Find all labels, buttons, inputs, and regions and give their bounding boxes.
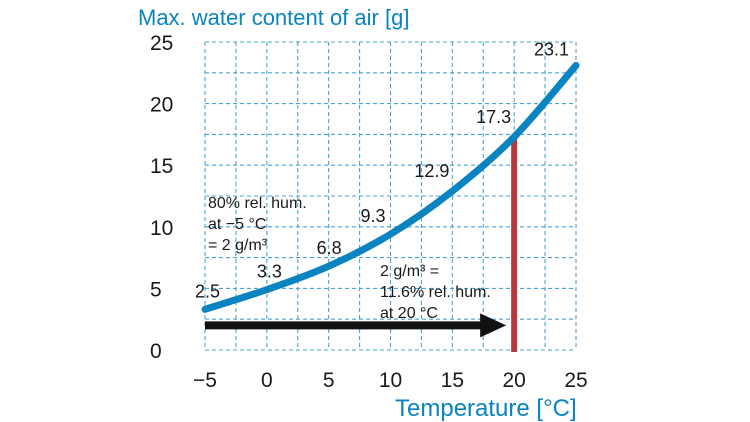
data-label: 3.3 bbox=[257, 262, 282, 282]
x-tick-label: 0 bbox=[261, 369, 273, 392]
right-annotation-line-2: 11.6% rel. hum. bbox=[380, 284, 491, 301]
y-tick-label: 15 bbox=[150, 155, 173, 178]
y-tick-label: 25 bbox=[150, 32, 173, 55]
data-label: 17.3 bbox=[476, 107, 511, 127]
y-tick-label: 0 bbox=[150, 340, 162, 363]
chart-labels: 2.5 3.3 6.8 9.3 12.9 17.3 23.1 bbox=[195, 39, 569, 301]
data-label: 23.1 bbox=[534, 39, 569, 59]
chart-title: Max. water content of air [g] bbox=[138, 5, 409, 30]
x-tick-label: 15 bbox=[441, 369, 464, 392]
right-annotation-line-1: 2 g/m³ = bbox=[380, 263, 439, 280]
y-tick-label: 5 bbox=[150, 278, 162, 301]
data-label: 6.8 bbox=[317, 238, 342, 258]
data-label: 12.9 bbox=[414, 161, 449, 181]
x-tick-label: 10 bbox=[379, 369, 402, 392]
right-annotation: 2 g/m³ = 11.6% rel. hum. at 20 °C bbox=[380, 263, 495, 322]
y-tick-label: 20 bbox=[150, 94, 173, 117]
right-annotation-line-3: at 20 °C bbox=[380, 305, 438, 322]
x-axis-title: Temperature [°C] bbox=[395, 395, 577, 422]
x-tick-label: 25 bbox=[564, 369, 587, 392]
left-annotation: 80% rel. hum. at −5 °C = 2 g/m³ bbox=[208, 195, 311, 254]
x-tick-label: −5 bbox=[193, 369, 217, 392]
left-annotation-line-2: at −5 °C bbox=[208, 216, 266, 233]
arrow-head-icon bbox=[480, 313, 507, 338]
left-annotation-line-1: 80% rel. hum. bbox=[208, 195, 307, 212]
left-annotation-line-3: = 2 g/m³ bbox=[208, 237, 268, 254]
x-tick-label: 20 bbox=[502, 369, 525, 392]
saturation-curve bbox=[201, 61, 580, 313]
x-tick-label: 5 bbox=[323, 369, 335, 392]
data-label: 2.5 bbox=[195, 281, 220, 301]
data-label: 9.3 bbox=[361, 206, 386, 226]
chart-marks bbox=[201, 61, 580, 352]
axes: 0 5 10 15 20 25 −5 0 5 10 15 20 25 bbox=[150, 32, 588, 392]
y-tick-label: 10 bbox=[150, 217, 173, 240]
